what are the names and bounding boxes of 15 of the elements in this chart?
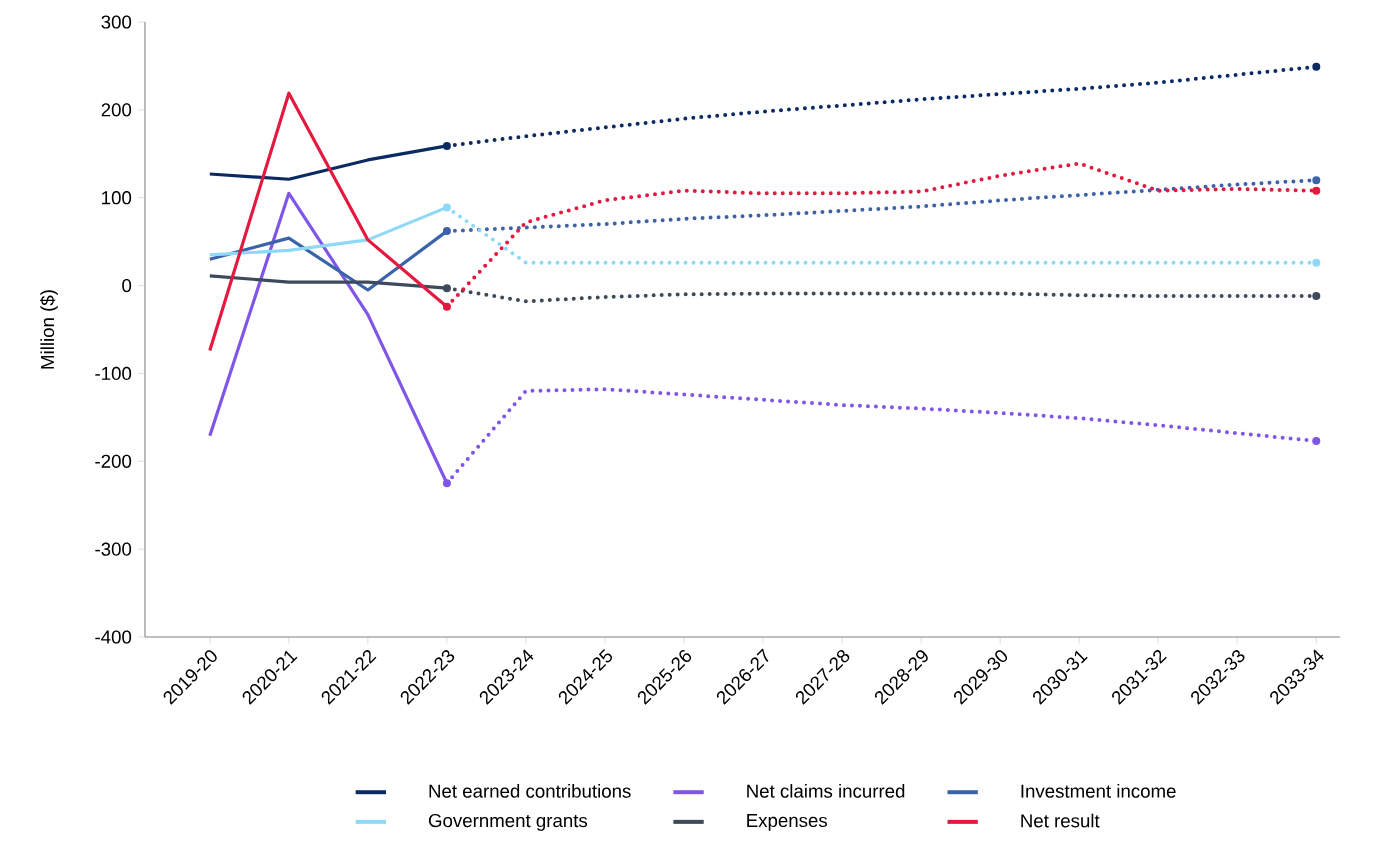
y-axis-title: Million ($): [40, 290, 58, 369]
legend-label: Net result: [1021, 813, 1100, 828]
y-tick-label: -200: [95, 454, 132, 468]
legend-label: Expenses: [747, 814, 828, 831]
y-tick-label: 0: [122, 278, 132, 293]
legend-label: Net earned contributions: [429, 784, 631, 798]
legend-label: Government grants: [428, 813, 588, 831]
legend-label: Investment income: [1021, 784, 1176, 798]
y-tick-label: 200: [101, 103, 132, 117]
legend-label: Net claims incurred: [747, 784, 905, 798]
y-tick-label: -400: [95, 630, 132, 644]
y-tick-label: 300: [101, 15, 132, 29]
y-tick-label: -100: [95, 366, 132, 381]
y-tick-label: 100: [102, 191, 132, 205]
y-tick-label: -300: [95, 542, 132, 556]
